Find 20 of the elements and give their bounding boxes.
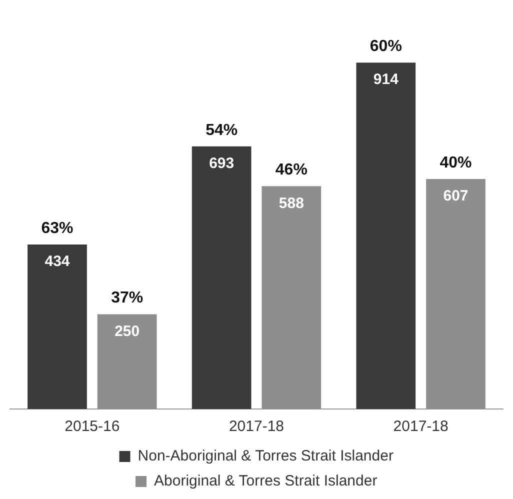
bar (28, 244, 87, 409)
annotation: 46% (275, 162, 308, 179)
legend-label: Non-Aboriginal & Torres Strait Islander (138, 448, 394, 465)
annotation: 54% (206, 122, 238, 139)
annotation: 40% (440, 154, 472, 172)
annotation: 63% (41, 220, 74, 237)
data-label: 693 (209, 154, 234, 172)
x-tick-label: 2017-18 (393, 418, 448, 436)
x-tick-label: 2015-16 (64, 418, 120, 436)
bar (192, 146, 252, 409)
data-label: 434 (44, 253, 70, 270)
data-label: 914 (373, 71, 400, 88)
annotation: 37% (111, 290, 144, 307)
x-tick-label: 2017-18 (228, 418, 284, 436)
data-label: 607 (443, 188, 468, 205)
text: 60% (370, 38, 402, 55)
legend-label: Aboriginal & Torres Strait Islander (154, 472, 378, 490)
data-label: 588 (278, 194, 304, 212)
data-label: 250 (114, 322, 140, 340)
bar (356, 62, 416, 409)
